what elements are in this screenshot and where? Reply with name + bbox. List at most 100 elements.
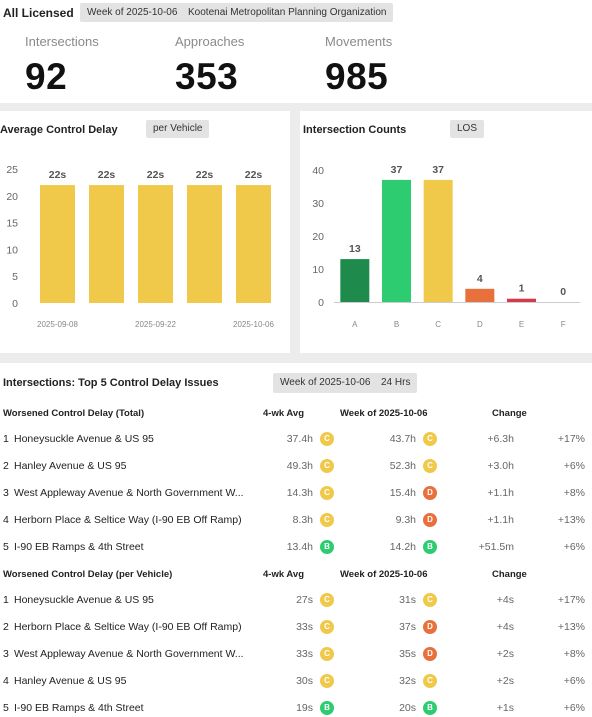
intersection-name[interactable]: Hanley Avenue & US 95 xyxy=(14,460,127,472)
four-week-avg: 33s xyxy=(296,648,313,660)
delay-bar xyxy=(187,185,222,303)
per-vehicle-col-week: Week of 2025-10-06 xyxy=(340,569,428,580)
table-row[interactable]: 1 Honeysuckle Avenue & US 95 37.4h C 43.7h C +… xyxy=(0,426,592,453)
organization-selector[interactable]: Kootenai Metropolitan Planning Organizat… xyxy=(181,3,394,22)
los-badge: B xyxy=(320,540,334,554)
table-row[interactable]: 1 Honeysuckle Avenue & US 95 27s C 31s C +4s +1… xyxy=(0,587,592,614)
intersection-name[interactable]: West Appleway Avenue & North Government … xyxy=(14,648,244,660)
header-bar: All Licensed Week of 2025-10-06 Kootenai… xyxy=(0,3,592,23)
week-value: 15.4h xyxy=(389,487,416,499)
intersection-name[interactable]: Herborn Place & Seltice Way (I-90 EB Off… xyxy=(14,514,242,526)
los-badge: C xyxy=(423,432,437,446)
change-value: +4s xyxy=(496,594,514,606)
four-week-avg: 27s xyxy=(296,594,313,606)
delay-bar xyxy=(236,185,271,303)
count-data-label: 0 xyxy=(560,286,566,298)
total-col-week: Week of 2025-10-06 xyxy=(340,408,428,419)
los-badge: B xyxy=(423,540,437,554)
table-row[interactable]: 3 West Appleway Avenue & North Government… xyxy=(0,641,592,668)
y-tick-label: 10 xyxy=(6,244,18,256)
table-row[interactable]: 4 Hanley Avenue & US 95 30s C 32s C +2s +6% xyxy=(0,668,592,695)
change-value: +2s xyxy=(496,675,514,687)
change-value: +1.1h xyxy=(487,487,514,499)
change-value: +1.1h xyxy=(487,514,514,526)
delay-bar xyxy=(89,185,124,303)
movements-value: 985 xyxy=(325,56,389,97)
change-value: +2s xyxy=(496,648,514,660)
los-badge: C xyxy=(320,432,334,446)
x-tick-label: 2025-10-06 xyxy=(233,320,274,329)
count-data-label: 4 xyxy=(477,273,483,285)
los-badge: D xyxy=(423,620,437,634)
count-data-label: 37 xyxy=(432,164,444,176)
row-rank: 2 xyxy=(3,621,9,633)
issues-week-selector[interactable]: Week of 2025-10-06 xyxy=(273,373,378,393)
per-vehicle-toggle[interactable]: per Vehicle xyxy=(146,120,210,138)
intersection-name[interactable]: Herborn Place & Seltice Way (I-90 EB Off… xyxy=(14,621,242,633)
los-badge: C xyxy=(423,459,437,473)
week-selector[interactable]: Week of 2025-10-06 xyxy=(80,3,185,22)
table-row[interactable]: 5 I-90 EB Ramps & 4th Street 13.4h B 14.2h B +… xyxy=(0,534,592,561)
y-tick-label: 0 xyxy=(318,297,324,309)
intersection-name[interactable]: Honeysuckle Avenue & US 95 xyxy=(14,594,154,606)
table-row[interactable]: 4 Herborn Place & Seltice Way (I-90 EB Of… xyxy=(0,507,592,534)
scope-title: All Licensed xyxy=(3,6,74,20)
table-row[interactable]: 3 West Appleway Avenue & North Government… xyxy=(0,480,592,507)
intersection-name[interactable]: I-90 EB Ramps & 4th Street xyxy=(14,541,144,553)
total-table-header: Worsened Control Delay (Total) 4-wk Avg … xyxy=(0,405,592,423)
los-badge: D xyxy=(423,486,437,500)
intersection-name[interactable]: Hanley Avenue & US 95 xyxy=(14,675,127,687)
los-badge: C xyxy=(320,513,334,527)
row-rank: 4 xyxy=(3,514,9,526)
week-value: 52.3h xyxy=(389,460,416,472)
change-percent: +6% xyxy=(563,460,585,472)
count-data-label: 13 xyxy=(349,243,361,255)
average-delay-title: Average Control Delay xyxy=(0,124,118,136)
per-vehicle-col-change: Change xyxy=(492,569,527,580)
total-col-change: Change xyxy=(492,408,527,419)
average-delay-card: Average Control Delay per Vehicle 0 5 10 15… xyxy=(0,111,290,353)
x-tick-label: A xyxy=(352,320,358,329)
four-week-avg: 33s xyxy=(296,621,313,633)
change-percent: +17% xyxy=(557,594,585,606)
y-tick-label: 20 xyxy=(6,191,18,203)
los-count-bar xyxy=(340,259,370,302)
intersections-value: 92 xyxy=(25,56,68,97)
x-tick-label: 2025-09-22 xyxy=(135,320,176,329)
movements-label: Movements xyxy=(325,34,393,49)
change-percent: +6% xyxy=(563,675,585,687)
four-week-avg: 8.3h xyxy=(292,514,313,526)
intersection-name[interactable]: West Appleway Avenue & North Government … xyxy=(14,487,244,499)
count-data-label: 37 xyxy=(391,164,403,176)
average-delay-chart: 0 5 10 15 20 25 22s 22s 22s 22s 22s 2025-09-08 2025-… xyxy=(6,164,274,329)
intersection-name[interactable]: Honeysuckle Avenue & US 95 xyxy=(14,433,154,445)
table-row[interactable]: 2 Herborn Place & Seltice Way (I-90 EB Of… xyxy=(0,614,592,641)
los-badge: C xyxy=(423,674,437,688)
delay-data-label: 22s xyxy=(245,169,263,181)
table-row[interactable]: 2 Hanley Avenue & US 95 49.3h C 52.3h C +3.0h +… xyxy=(0,453,592,480)
per-vehicle-heading: Worsened Control Delay (per Vehicle) xyxy=(3,569,173,580)
y-tick-label: 10 xyxy=(312,264,324,276)
week-value: 37s xyxy=(399,621,416,633)
four-week-avg: 13.4h xyxy=(286,541,313,553)
y-tick-label: 25 xyxy=(6,164,18,176)
delay-data-label: 22s xyxy=(196,169,214,181)
los-badge: B xyxy=(320,701,334,715)
x-tick-label: 2025-09-08 xyxy=(37,320,78,329)
approaches-stat: Approaches 353 xyxy=(175,34,244,98)
y-tick-label: 15 xyxy=(6,218,18,230)
row-rank: 3 xyxy=(3,648,9,660)
los-badge: C xyxy=(320,674,334,688)
los-count-bar xyxy=(507,298,536,302)
intersection-name[interactable]: I-90 EB Ramps & 4th Street xyxy=(14,702,144,714)
x-tick-label: D xyxy=(477,320,483,329)
count-data-label: 1 xyxy=(519,283,525,295)
issues-range-selector[interactable]: 24 Hrs xyxy=(374,373,418,393)
los-toggle[interactable]: LOS xyxy=(450,120,485,138)
week-value: 43.7h xyxy=(389,433,416,445)
week-value: 35s xyxy=(399,648,416,660)
change-percent: +13% xyxy=(557,621,585,633)
y-tick-label: 5 xyxy=(12,271,18,283)
los-badge: D xyxy=(423,513,437,527)
table-row[interactable]: 5 I-90 EB Ramps & 4th Street 19s B 20s B +1s +6… xyxy=(0,695,592,717)
